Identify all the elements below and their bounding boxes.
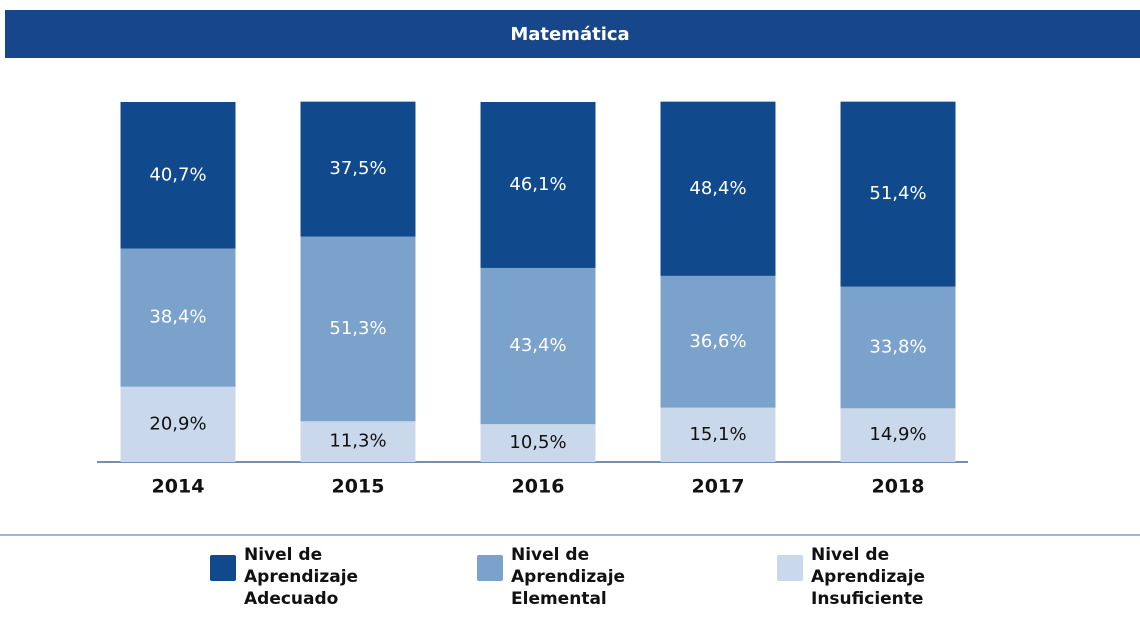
- legend-item: Nivel de Aprendizaje Elemental: [477, 544, 626, 610]
- data-label: 51,4%: [869, 183, 926, 204]
- chart-title: Matemática: [510, 24, 629, 45]
- legend-label: Nivel de Aprendizaje Elemental: [511, 545, 626, 609]
- data-label: 20,9%: [149, 413, 206, 434]
- legend-swatch: [777, 555, 803, 581]
- bar-segment: [660, 275, 776, 408]
- data-label: 33,8%: [869, 337, 926, 358]
- bar-segment: [660, 407, 776, 462]
- data-label: 38,4%: [149, 307, 206, 328]
- bar-segment: [480, 102, 596, 268]
- data-label: 46,1%: [509, 174, 566, 195]
- bar-segment: [120, 386, 236, 462]
- title-bar: [5, 10, 1140, 58]
- bar-segment: [300, 101, 416, 237]
- data-label: 37,5%: [329, 158, 386, 179]
- legend-swatch: [210, 555, 236, 581]
- x-tick-label: 2016: [512, 476, 565, 498]
- legend-label: Nivel de Aprendizaje Adecuado: [244, 545, 359, 609]
- x-tick-label: 2017: [692, 476, 745, 498]
- bar-segment: [840, 408, 956, 462]
- data-label: 10,5%: [509, 432, 566, 453]
- bar-segment: [120, 248, 236, 387]
- x-tick-label: 2018: [872, 476, 925, 498]
- data-label: 11,3%: [329, 431, 386, 452]
- data-label: 51,3%: [329, 318, 386, 339]
- data-label: 40,7%: [149, 164, 206, 185]
- bar-segment: [300, 421, 416, 462]
- bar-segment: [480, 267, 596, 425]
- legend-item: Nivel de Aprendizaje Insuficiente: [777, 544, 926, 610]
- data-label: 48,4%: [689, 178, 746, 199]
- legend-label: Nivel de Aprendizaje Insuficiente: [811, 545, 926, 609]
- bar-segment: [660, 101, 776, 276]
- data-label: 15,1%: [689, 424, 746, 445]
- legend-item: Nivel de Aprendizaje Adecuado: [210, 544, 359, 610]
- bar-segment: [120, 102, 236, 249]
- data-label: 14,9%: [869, 424, 926, 445]
- data-label: 36,6%: [689, 331, 746, 352]
- bar-segment: [300, 236, 416, 422]
- bar-segment: [480, 424, 596, 462]
- data-label: 43,4%: [509, 335, 566, 356]
- bar-segment: [840, 286, 956, 409]
- x-tick-label: 2015: [332, 476, 385, 498]
- bar-segment: [840, 101, 956, 287]
- x-tick-label: 2014: [152, 476, 205, 498]
- legend-swatch: [477, 555, 503, 581]
